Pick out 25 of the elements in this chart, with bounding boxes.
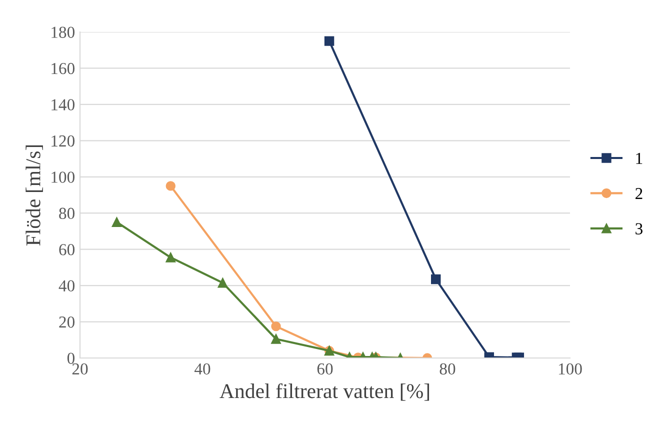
point [431,274,441,284]
y-tick-label: 100 [52,172,75,183]
x-tick-label: 40 [194,363,210,375]
y-tick-label: 60 [59,244,75,256]
x-tick-label: 60 [317,363,333,375]
legend-label: 3 [636,223,642,234]
y-axis-title: Flöde [ml/s] [26,145,43,246]
y-tick-label: 180 [52,26,75,38]
x-tick-label: 20 [72,363,88,375]
y-tick-label: 40 [58,280,75,292]
y-tick-label: 140 [52,99,75,110]
legend-label: 1 [636,152,642,164]
point [112,217,122,228]
x-tick-label: 100 [558,363,582,375]
y-tick-label: 80 [59,208,75,220]
x-axis-title: Andel filtrerat vatten [%] [220,383,430,401]
y-tick-label: 120 [52,135,75,147]
point [166,181,176,191]
point [218,278,228,288]
y-tick-label: 20 [59,316,75,328]
point [166,252,176,262]
y-tick-label: 0 [67,352,75,364]
y-tick-label: 160 [52,62,75,74]
x-tick-label: 80 [440,363,456,375]
legend-label: 2 [636,188,642,200]
